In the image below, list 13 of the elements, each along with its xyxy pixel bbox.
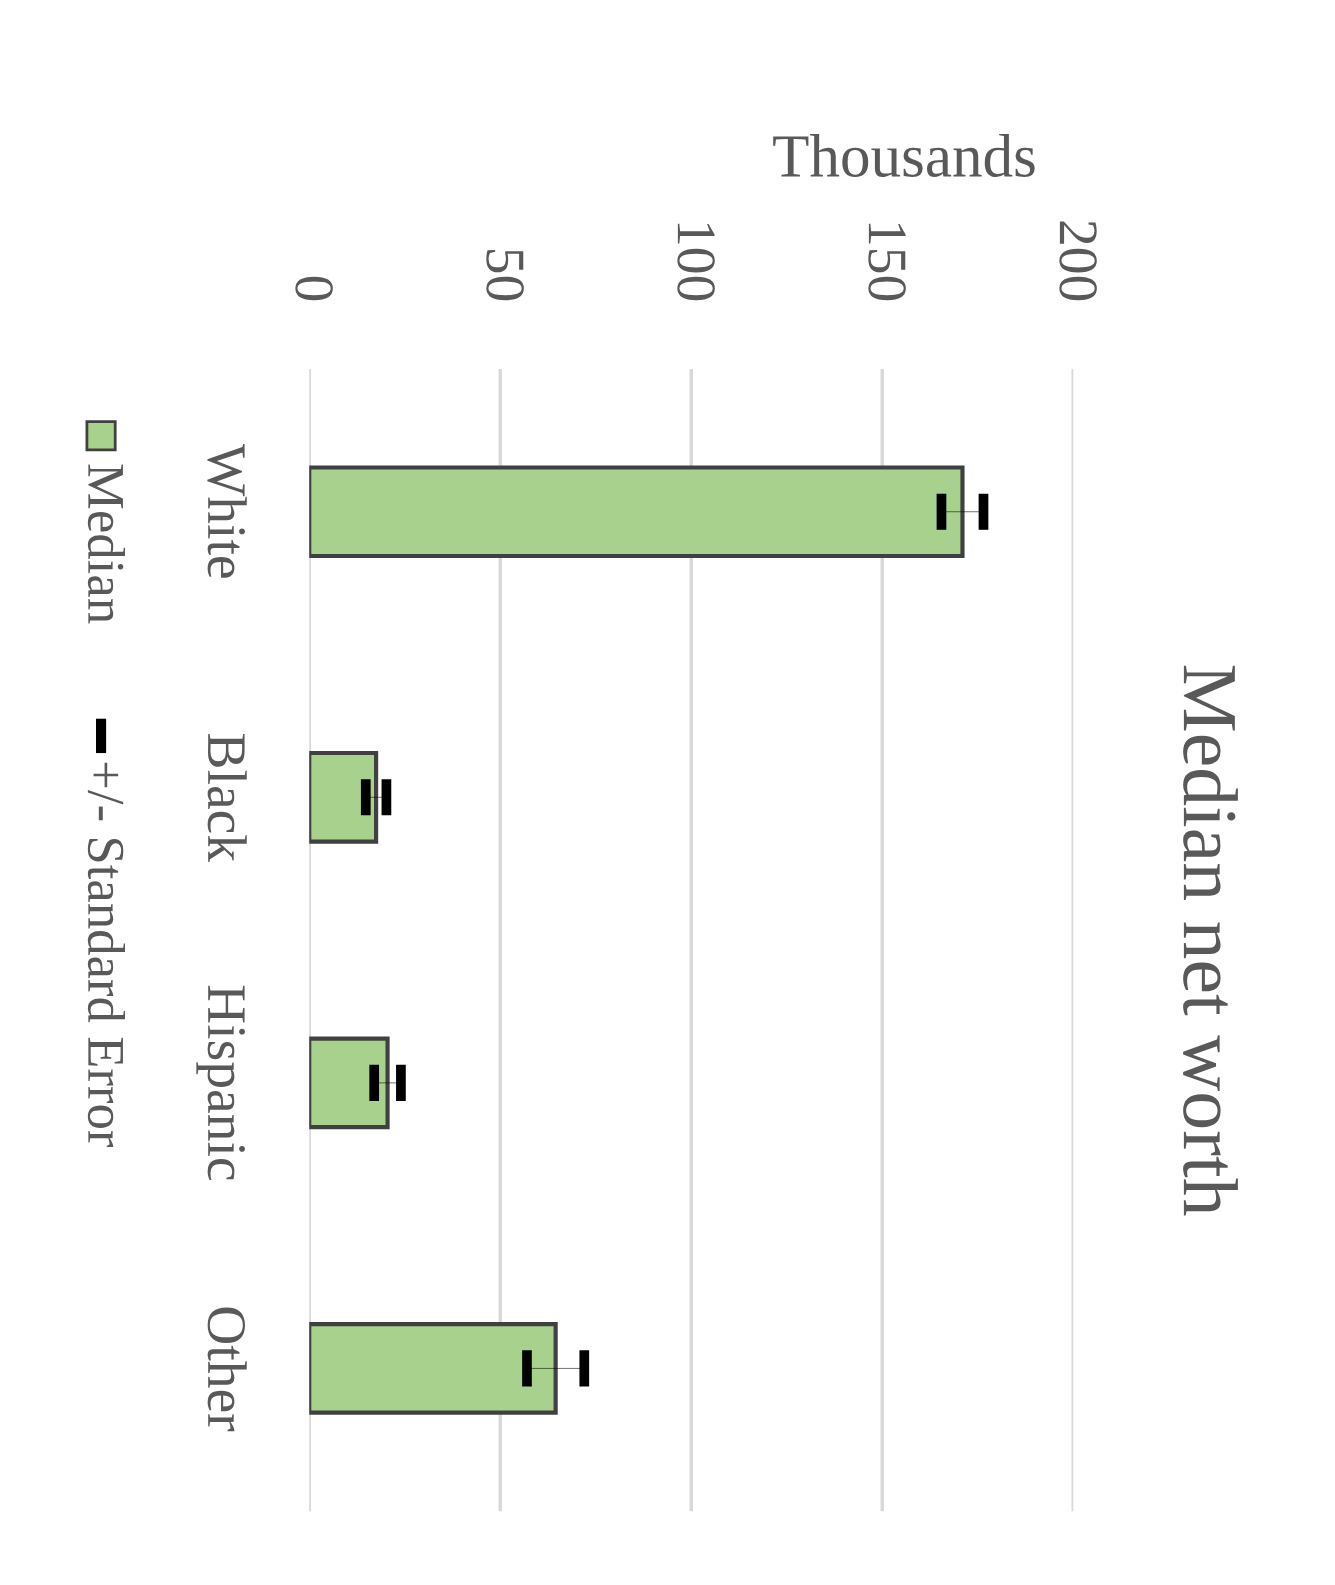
y-tick-label: Other (207, 1307, 247, 1432)
x-tick-label: 50 (486, 249, 524, 301)
x-tick-label: 100 (677, 223, 715, 301)
x-tick-label: 0 (295, 276, 333, 301)
text: Median net worth (1183, 665, 1238, 1216)
y-tick-label: Hispanic (196, 985, 245, 1180)
x-tick-label: 200 (1059, 221, 1097, 301)
y-tick-label: White (207, 443, 247, 578)
legend-label: Median (87, 464, 125, 624)
x-axis-title: Thousands (773, 134, 1035, 178)
x-tick-label: 150 (868, 223, 906, 301)
y-tick-label: Black (207, 734, 247, 863)
text: +/- Standard Error (87, 762, 125, 1148)
